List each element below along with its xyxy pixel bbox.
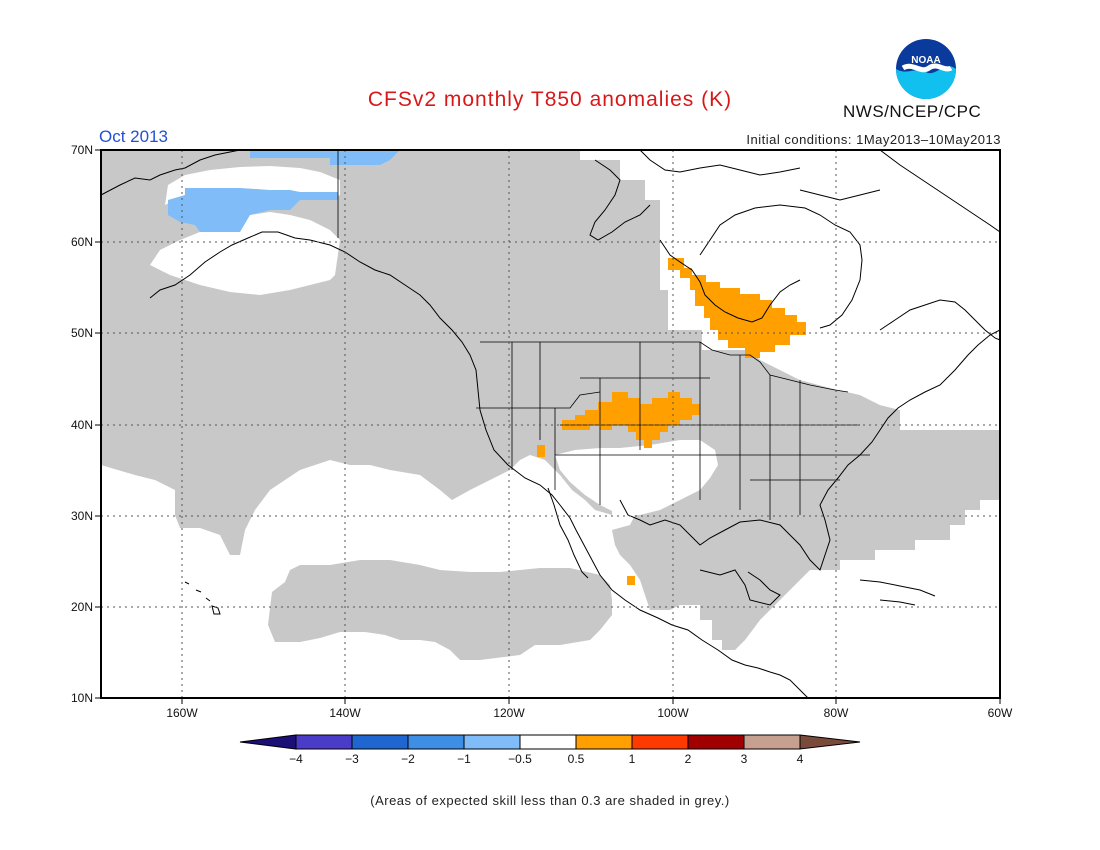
lat-label: 30N: [71, 509, 93, 523]
noaa-logo-text: NOAA: [911, 55, 940, 66]
lon-label: 160W: [166, 706, 198, 720]
colorbar-label: −1: [457, 752, 471, 766]
chart-title: CFSv2 monthly T850 anomalies (K): [367, 88, 733, 111]
small-warm-anomaly-1: [537, 445, 545, 457]
central-plains-warm-anomaly: [562, 392, 700, 448]
tick-marks: [95, 149, 1001, 704]
lat-label: 20N: [71, 600, 93, 614]
colorbar-label: 2: [685, 752, 692, 766]
noaa-logo: NOAA: [895, 38, 957, 100]
lat-label: 40N: [71, 418, 93, 432]
org-label: NWS/NCEP/CPC: [843, 102, 982, 121]
colorbar-swatch: [687, 734, 745, 750]
lon-label: 140W: [329, 706, 361, 720]
colorbar-label: −0.5: [508, 752, 532, 766]
colorbar-label: −3: [345, 752, 359, 766]
colorbar-swatch: [407, 734, 465, 750]
alaska-cool-anomaly: [168, 188, 338, 232]
colorbar-arrow-right: [799, 734, 861, 750]
lon-label: 100W: [657, 706, 689, 720]
lat-label: 50N: [71, 326, 93, 340]
coastlines: [101, 150, 1000, 698]
footnote: (Areas of expected skill less than 0.3 a…: [370, 793, 730, 808]
colorbar-swatch: [575, 734, 633, 750]
small-warm-anomaly-2: [627, 576, 635, 585]
alaska-cool-anomaly-north: [250, 150, 400, 165]
lat-label: 60N: [71, 235, 93, 249]
colorbar-label: 3: [741, 752, 748, 766]
lon-label: 60W: [988, 706, 1013, 720]
map-frame: [100, 149, 1001, 699]
colorbar-swatch: [519, 734, 577, 750]
colorbar-swatch: [631, 734, 689, 750]
lon-label: 120W: [493, 706, 525, 720]
colorbar-swatch: [743, 734, 801, 750]
colorbar-label: −2: [401, 752, 415, 766]
colorbar-swatch: [295, 734, 353, 750]
colorbar-swatch: [351, 734, 409, 750]
colorbar-label: 4: [797, 752, 804, 766]
colorbar-swatch: [463, 734, 521, 750]
colorbar: [239, 734, 861, 750]
colorbar-label: 1: [629, 752, 636, 766]
lat-label: 10N: [71, 691, 93, 705]
lon-label: 80W: [824, 706, 849, 720]
initial-conditions: Initial conditions: 1May2013–10May2013: [746, 132, 1001, 147]
gridlines: [101, 150, 1000, 698]
colorbar-label: 0.5: [568, 752, 585, 766]
colorbar-arrow-left: [239, 734, 297, 750]
hudson-bay-warm-anomaly: [668, 258, 806, 358]
lat-label: 70N: [71, 143, 93, 157]
forecast-month: Oct 2013: [99, 127, 168, 146]
colorbar-label: −4: [289, 752, 303, 766]
